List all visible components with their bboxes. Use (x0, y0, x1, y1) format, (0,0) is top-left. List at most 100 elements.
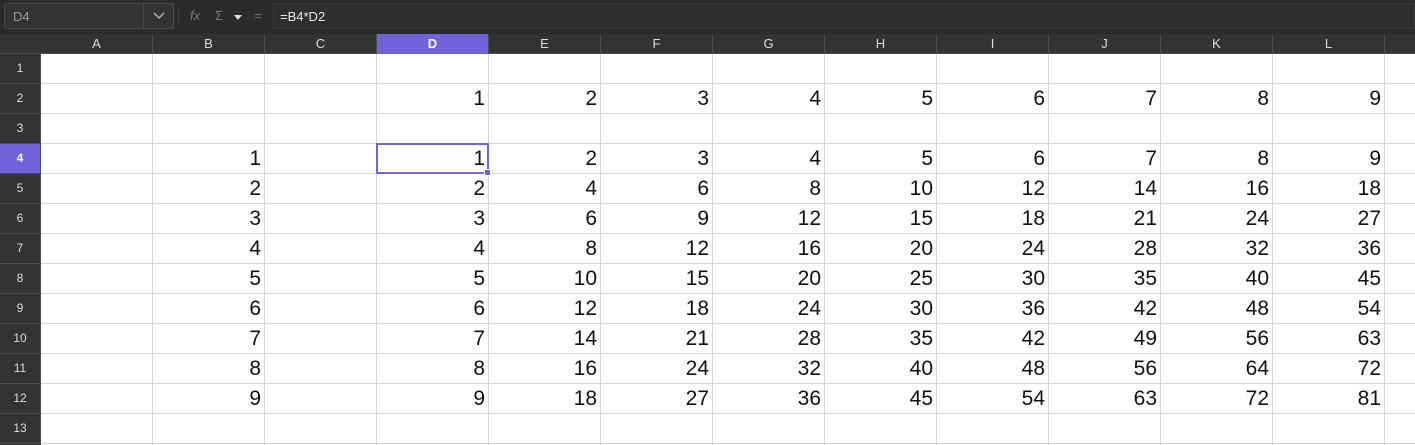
cell-e12[interactable]: 18 (573, 387, 597, 410)
name-box-value[interactable]: D4 (13, 9, 30, 24)
autofill-handle[interactable] (484, 169, 491, 176)
cell-e11[interactable]: 16 (573, 357, 597, 380)
cell-k10[interactable]: 56 (1245, 327, 1269, 350)
row-header-6[interactable]: 6 (0, 204, 41, 234)
equals-icon[interactable]: = (254, 8, 262, 23)
cell-b7[interactable]: 4 (249, 237, 261, 260)
row-header-12[interactable]: 12 (0, 384, 41, 414)
column-header-g[interactable]: G (713, 34, 825, 54)
cell-i9[interactable]: 36 (1021, 297, 1045, 320)
sum-dropdown-icon[interactable] (234, 7, 242, 27)
cell-f8[interactable]: 15 (685, 267, 709, 290)
cell-j9[interactable]: 42 (1133, 297, 1157, 320)
row-header-1[interactable]: 1 (0, 54, 41, 84)
cell-d10[interactable]: 7 (473, 327, 485, 350)
cell-d11[interactable]: 8 (473, 357, 485, 380)
cell-l11[interactable]: 72 (1357, 357, 1381, 380)
cell-j4[interactable]: 7 (1145, 147, 1157, 170)
column-header-l[interactable]: L (1273, 34, 1385, 54)
row-header-5[interactable]: 5 (0, 174, 41, 204)
cell-j12[interactable]: 63 (1133, 387, 1157, 410)
row-header-9[interactable]: 9 (0, 294, 41, 324)
cell-i8[interactable]: 30 (1021, 267, 1045, 290)
row-header-13[interactable]: 13 (0, 414, 41, 444)
cell-d9[interactable]: 6 (473, 297, 485, 320)
cell-b10[interactable]: 7 (249, 327, 261, 350)
cell-d8[interactable]: 5 (473, 267, 485, 290)
cell-e5[interactable]: 4 (585, 177, 597, 200)
cell-k9[interactable]: 48 (1245, 297, 1269, 320)
cell-g10[interactable]: 28 (797, 327, 821, 350)
cell-l4[interactable]: 9 (1369, 147, 1381, 170)
cell-e6[interactable]: 6 (585, 207, 597, 230)
cell-f10[interactable]: 21 (685, 327, 709, 350)
cell-e10[interactable]: 14 (573, 327, 597, 350)
column-header-b[interactable]: B (153, 34, 265, 54)
cell-d7[interactable]: 4 (473, 237, 485, 260)
cell-k11[interactable]: 64 (1245, 357, 1269, 380)
row-header-10[interactable]: 10 (0, 324, 41, 354)
cell-h10[interactable]: 35 (909, 327, 933, 350)
name-box[interactable]: D4 (4, 3, 174, 29)
column-header-k[interactable]: K (1161, 34, 1273, 54)
cell-b11[interactable]: 8 (249, 357, 261, 380)
cell-d5[interactable]: 2 (473, 177, 485, 200)
cell-g8[interactable]: 20 (797, 267, 821, 290)
function-wizard-icon[interactable]: fx (190, 8, 201, 23)
cell-h6[interactable]: 15 (909, 207, 933, 230)
cell-b12[interactable]: 9 (249, 387, 261, 410)
cell-k6[interactable]: 24 (1245, 207, 1269, 230)
row-header-4[interactable]: 4 (0, 144, 41, 174)
cell-l2[interactable]: 9 (1369, 87, 1381, 110)
cell-l12[interactable]: 81 (1357, 387, 1381, 410)
cell-b5[interactable]: 2 (249, 177, 261, 200)
cell-i5[interactable]: 12 (1021, 177, 1045, 200)
cell-g7[interactable]: 16 (797, 237, 821, 260)
cell-j6[interactable]: 21 (1133, 207, 1157, 230)
column-header-h[interactable]: H (825, 34, 937, 54)
cell-i6[interactable]: 18 (1021, 207, 1045, 230)
cell-i11[interactable]: 48 (1021, 357, 1045, 380)
cell-g9[interactable]: 24 (797, 297, 821, 320)
cell-f12[interactable]: 27 (685, 387, 709, 410)
name-box-dropdown-button[interactable] (143, 4, 173, 28)
cell-g5[interactable]: 8 (809, 177, 821, 200)
cell-g12[interactable]: 36 (797, 387, 821, 410)
cell-f4[interactable]: 3 (697, 147, 709, 170)
column-header-d[interactable]: D (377, 34, 489, 54)
cell-b4[interactable]: 1 (249, 147, 261, 170)
formula-input[interactable]: =B4*D2 (273, 3, 1415, 29)
cell-i4[interactable]: 6 (1033, 147, 1045, 170)
cell-e4[interactable]: 2 (585, 147, 597, 170)
cell-l6[interactable]: 27 (1357, 207, 1381, 230)
cell-g6[interactable]: 12 (797, 207, 821, 230)
row-header-7[interactable]: 7 (0, 234, 41, 264)
cell-f7[interactable]: 12 (685, 237, 709, 260)
cell-l8[interactable]: 45 (1357, 267, 1381, 290)
cell-f2[interactable]: 3 (697, 87, 709, 110)
cell-g2[interactable]: 4 (809, 87, 821, 110)
cell-h7[interactable]: 20 (909, 237, 933, 260)
row-header-3[interactable]: 3 (0, 114, 41, 144)
cell-d6[interactable]: 3 (473, 207, 485, 230)
cell-g11[interactable]: 32 (797, 357, 821, 380)
cell-h11[interactable]: 40 (909, 357, 933, 380)
row-header-8[interactable]: 8 (0, 264, 41, 294)
cell-h9[interactable]: 30 (909, 297, 933, 320)
cell-i12[interactable]: 54 (1021, 387, 1045, 410)
cell-k2[interactable]: 8 (1257, 87, 1269, 110)
cell-b6[interactable]: 3 (249, 207, 261, 230)
cell-j8[interactable]: 35 (1133, 267, 1157, 290)
cell-e7[interactable]: 8 (585, 237, 597, 260)
cell-h4[interactable]: 5 (921, 147, 933, 170)
cell-e9[interactable]: 12 (573, 297, 597, 320)
cell-k4[interactable]: 8 (1257, 147, 1269, 170)
column-header-f[interactable]: F (601, 34, 713, 54)
sum-icon[interactable]: Σ (215, 8, 224, 23)
cell-e2[interactable]: 2 (585, 87, 597, 110)
cell-k7[interactable]: 32 (1245, 237, 1269, 260)
cell-j5[interactable]: 14 (1133, 177, 1157, 200)
cell-i7[interactable]: 24 (1021, 237, 1045, 260)
cell-j10[interactable]: 49 (1133, 327, 1157, 350)
row-header-2[interactable]: 2 (0, 84, 41, 114)
